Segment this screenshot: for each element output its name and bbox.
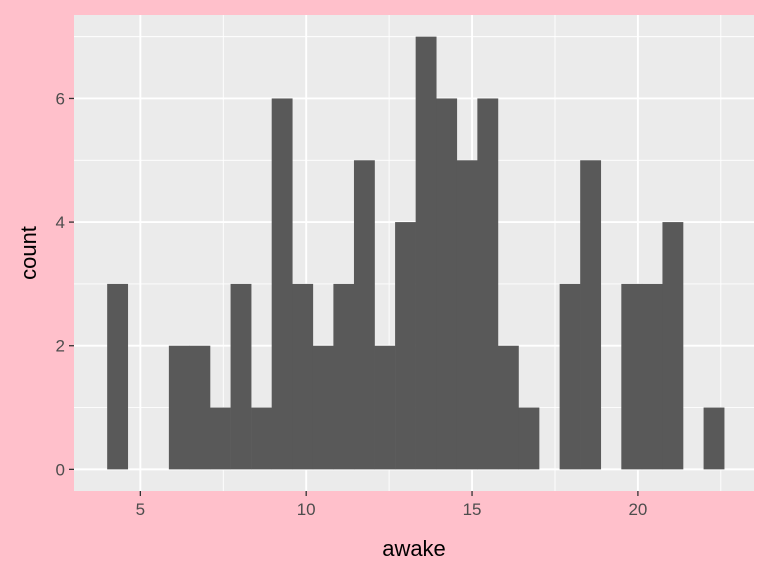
y-tick-label: 2	[56, 337, 65, 356]
histogram-bar	[703, 407, 725, 470]
y-tick-label: 0	[56, 460, 65, 479]
histogram-bar	[230, 283, 252, 470]
histogram-bar	[415, 36, 437, 470]
histogram-bar	[353, 160, 375, 470]
y-axis-title: count	[16, 226, 41, 280]
histogram-bars	[107, 36, 725, 470]
histogram-bar	[518, 407, 540, 470]
histogram-bar	[497, 345, 519, 470]
y-axis: 0 2 4 6	[56, 89, 74, 479]
y-tick-label: 4	[56, 213, 65, 232]
histogram-bar	[395, 222, 416, 470]
histogram-bar	[559, 283, 581, 470]
histogram-bar	[662, 222, 684, 470]
histogram-bar	[580, 160, 602, 470]
x-tick-label: 10	[297, 500, 316, 519]
y-tick-label: 6	[56, 89, 65, 108]
histogram-bar	[456, 160, 478, 470]
histogram-bar	[210, 407, 231, 470]
histogram-bar	[477, 98, 499, 470]
histogram-bar	[251, 407, 272, 470]
histogram-bar	[374, 345, 396, 470]
histogram-bar	[292, 283, 314, 470]
x-tick-label: 20	[628, 500, 647, 519]
histogram-bar	[168, 345, 190, 470]
histogram-bar	[271, 98, 293, 470]
histogram-bar	[621, 283, 643, 470]
x-tick-label: 15	[463, 500, 482, 519]
histogram-bar	[312, 345, 334, 470]
x-axis-title: awake	[382, 536, 446, 561]
histogram-bar	[189, 345, 211, 470]
histogram-bar	[107, 283, 129, 470]
histogram-bar	[436, 98, 458, 470]
x-axis: 5 10 15 20	[136, 491, 647, 519]
histogram-bar	[333, 283, 355, 470]
histogram-bar	[641, 283, 663, 470]
x-tick-label: 5	[136, 500, 145, 519]
